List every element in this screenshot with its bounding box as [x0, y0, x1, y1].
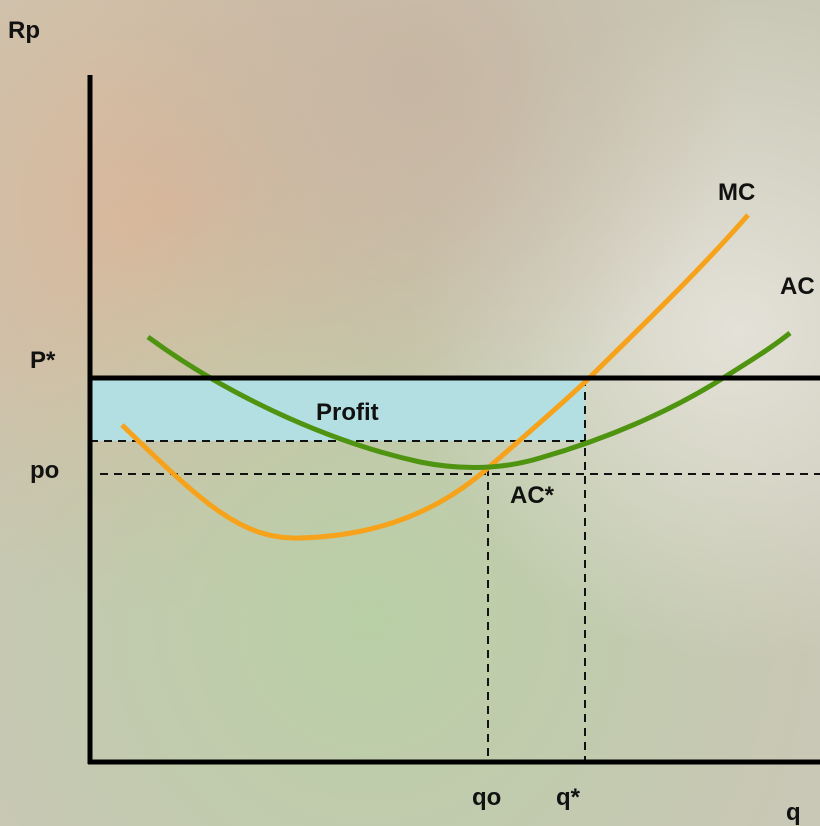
- ac-star-label: AC*: [510, 482, 555, 509]
- ac-label: AC: [780, 273, 815, 300]
- po-label: po: [30, 457, 59, 484]
- profit-label: Profit: [316, 399, 379, 426]
- mc-label: MC: [718, 179, 755, 206]
- y-axis-label: Rp: [8, 17, 40, 44]
- diagram: Rp q MC AC P* po qo q* Profit AC*: [0, 0, 820, 826]
- x-axis-label: q: [786, 799, 801, 826]
- p-star-label: P*: [30, 347, 56, 374]
- qo-label: qo: [472, 784, 501, 811]
- q-star-label: q*: [556, 784, 581, 811]
